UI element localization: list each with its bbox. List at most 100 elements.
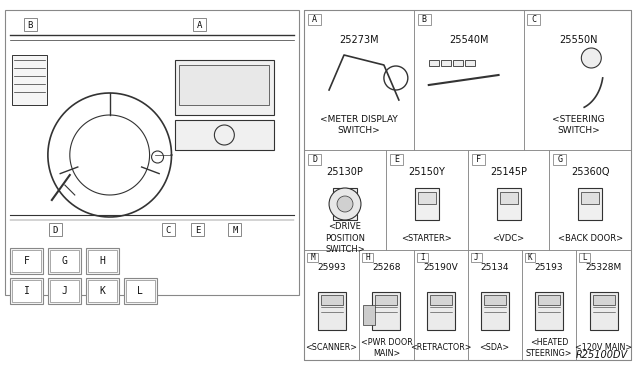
Bar bbox=[372, 292, 401, 330]
Bar bbox=[304, 250, 359, 360]
Bar bbox=[308, 154, 321, 165]
Text: 25328M: 25328M bbox=[586, 263, 622, 273]
Text: H: H bbox=[365, 253, 370, 262]
Bar bbox=[321, 295, 342, 305]
Text: K: K bbox=[99, 286, 105, 296]
Bar bbox=[363, 305, 375, 325]
Bar bbox=[308, 14, 321, 25]
Bar bbox=[470, 253, 482, 262]
Bar bbox=[418, 14, 431, 25]
Bar bbox=[228, 223, 241, 236]
Bar bbox=[193, 18, 207, 31]
Text: M: M bbox=[232, 226, 237, 235]
Text: A: A bbox=[312, 15, 317, 24]
Bar bbox=[579, 188, 602, 220]
Text: M: M bbox=[310, 253, 315, 262]
Bar bbox=[386, 150, 468, 250]
Text: <STARTER>: <STARTER> bbox=[401, 234, 452, 243]
Bar bbox=[465, 60, 475, 66]
Text: I: I bbox=[24, 286, 29, 296]
Text: F: F bbox=[24, 256, 29, 266]
Text: L: L bbox=[137, 286, 143, 296]
Text: <STEERING
SWITCH>: <STEERING SWITCH> bbox=[552, 115, 605, 135]
Text: C: C bbox=[165, 226, 171, 235]
Text: I: I bbox=[420, 253, 424, 262]
Bar bbox=[427, 292, 454, 330]
Text: 25145P: 25145P bbox=[490, 167, 527, 177]
Text: 25273M: 25273M bbox=[339, 35, 379, 45]
Text: D: D bbox=[52, 226, 58, 235]
Bar bbox=[417, 253, 428, 262]
Text: 25134: 25134 bbox=[481, 263, 509, 273]
Text: <120V MAIN>: <120V MAIN> bbox=[575, 343, 632, 353]
Bar bbox=[579, 253, 590, 262]
Text: <SDA>: <SDA> bbox=[479, 343, 509, 353]
Bar bbox=[554, 154, 566, 165]
Text: <VDC>: <VDC> bbox=[493, 234, 525, 243]
Text: 25993: 25993 bbox=[317, 263, 346, 273]
Text: 25360Q: 25360Q bbox=[571, 167, 609, 177]
Text: K: K bbox=[527, 253, 532, 262]
Text: 25130P: 25130P bbox=[326, 167, 364, 177]
Text: B: B bbox=[28, 21, 33, 30]
Bar bbox=[414, 250, 468, 360]
Bar bbox=[577, 250, 631, 360]
Bar bbox=[549, 150, 631, 250]
Bar bbox=[48, 278, 81, 304]
Bar bbox=[484, 295, 506, 305]
Bar bbox=[468, 250, 522, 360]
Text: <METER DISPLAY
SWITCH>: <METER DISPLAY SWITCH> bbox=[320, 115, 398, 135]
Text: G: G bbox=[557, 155, 563, 164]
Bar bbox=[362, 253, 373, 262]
Bar bbox=[468, 150, 549, 250]
Bar bbox=[125, 280, 154, 302]
Bar bbox=[307, 253, 318, 262]
Bar bbox=[452, 60, 463, 66]
Bar bbox=[49, 223, 62, 236]
Bar bbox=[86, 278, 118, 304]
Bar bbox=[88, 250, 116, 272]
Bar bbox=[538, 295, 560, 305]
Circle shape bbox=[581, 48, 602, 68]
Bar bbox=[525, 253, 536, 262]
Text: <RETRACTOR>: <RETRACTOR> bbox=[410, 343, 472, 353]
Bar bbox=[50, 250, 79, 272]
Bar bbox=[430, 295, 452, 305]
Text: <HEATED
STEERING>: <HEATED STEERING> bbox=[525, 338, 572, 358]
Bar bbox=[304, 10, 414, 150]
Text: E: E bbox=[195, 226, 200, 235]
Text: J: J bbox=[61, 286, 67, 296]
Bar bbox=[12, 280, 41, 302]
Text: H: H bbox=[99, 256, 105, 266]
Bar bbox=[441, 60, 451, 66]
Text: <SCANNER>: <SCANNER> bbox=[305, 343, 358, 353]
Bar bbox=[50, 280, 79, 302]
Text: 25150Y: 25150Y bbox=[408, 167, 445, 177]
Bar bbox=[24, 18, 37, 31]
Text: <PWR DOOR
MAIN>: <PWR DOOR MAIN> bbox=[360, 338, 412, 358]
Bar bbox=[304, 150, 386, 250]
Text: J: J bbox=[474, 253, 479, 262]
Bar bbox=[418, 192, 436, 204]
Bar bbox=[124, 278, 157, 304]
Bar bbox=[497, 188, 520, 220]
Bar bbox=[581, 192, 599, 204]
Bar bbox=[86, 248, 118, 274]
Bar bbox=[175, 60, 274, 115]
Text: A: A bbox=[197, 21, 203, 30]
Bar bbox=[161, 223, 175, 236]
Bar bbox=[175, 120, 274, 150]
Bar bbox=[12, 55, 47, 105]
Bar bbox=[414, 10, 524, 150]
Circle shape bbox=[337, 196, 353, 212]
Text: 25193: 25193 bbox=[534, 263, 563, 273]
Text: 25268: 25268 bbox=[372, 263, 401, 273]
Text: R25100DV: R25100DV bbox=[576, 350, 628, 360]
Bar bbox=[304, 10, 631, 360]
Bar bbox=[317, 292, 346, 330]
Bar bbox=[179, 65, 269, 105]
Text: <DRIVE
POSITION
SWITCH>: <DRIVE POSITION SWITCH> bbox=[325, 222, 365, 254]
Text: <BACK DOOR>: <BACK DOOR> bbox=[557, 234, 623, 243]
Text: F: F bbox=[476, 155, 481, 164]
Bar bbox=[12, 250, 41, 272]
